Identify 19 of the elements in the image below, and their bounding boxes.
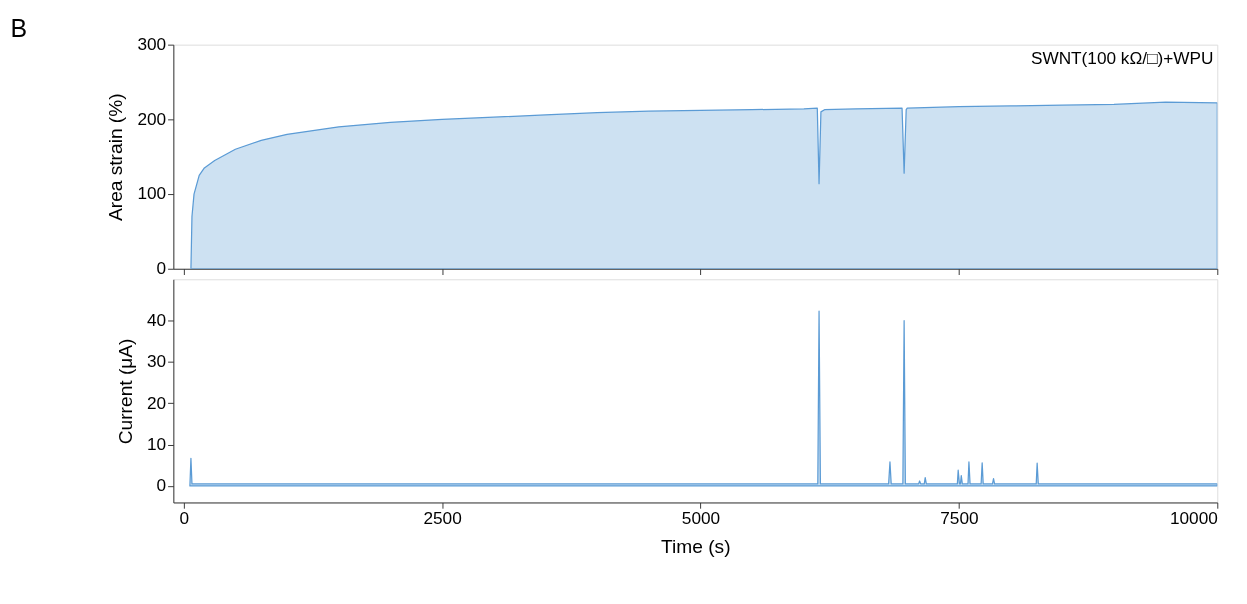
y-axis-title: Area strain (%) [105, 93, 127, 222]
x-tick-label: 10000 [1169, 508, 1218, 529]
y-tick-label: 100 [137, 183, 167, 204]
y-tick-label: 300 [137, 33, 167, 54]
y-tick-label: 20 [147, 392, 167, 413]
annotation: SWNT(100 kΩ/□)+WPU [1030, 47, 1214, 68]
y-tick-label: 40 [147, 309, 167, 330]
x-axis-title: Time (s) [661, 535, 731, 557]
chart-title: B [10, 14, 28, 42]
x-tick-label: 7500 [940, 508, 979, 529]
x-tick-label: 2500 [423, 508, 462, 529]
x-tick-label: 5000 [681, 508, 721, 529]
x-tick-label: 0 [179, 508, 189, 529]
y-tick-label: 0 [156, 475, 167, 496]
y-tick-label: 10 [147, 433, 167, 454]
y-axis-title: Current (μA) [114, 338, 136, 445]
y-tick-label: 30 [147, 351, 167, 372]
y-tick-label: 0 [156, 258, 167, 279]
y-tick-label: 200 [137, 108, 167, 129]
